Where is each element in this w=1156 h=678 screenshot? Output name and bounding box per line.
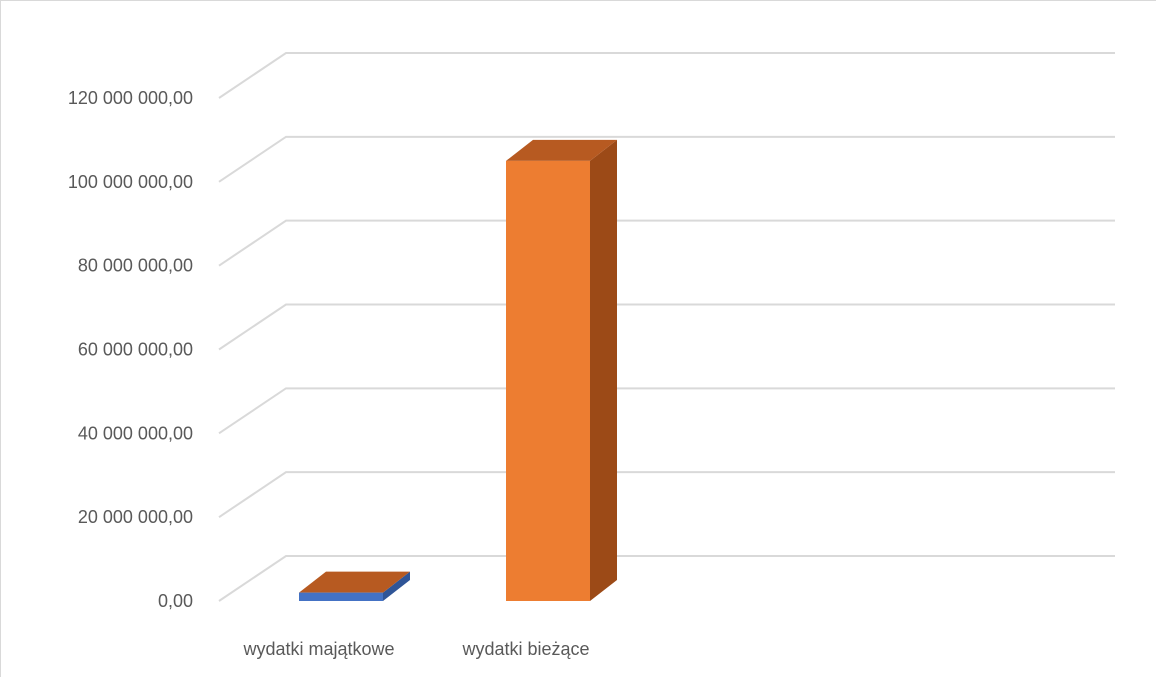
bar-0 (299, 571, 410, 601)
gridline-4 (218, 219, 1115, 267)
bar-top (299, 571, 410, 593)
y-tick-label: 120 000 000,00 (68, 88, 193, 108)
gridline-6 (218, 52, 1115, 99)
y-tick-label: 20 000 000,00 (78, 507, 193, 527)
y-tick-label: 60 000 000,00 (78, 340, 193, 360)
y-axis-ticks: 0,00 20 000 000,00 40 000 000,00 60 000 000… (68, 88, 193, 611)
bar-1 (506, 139, 617, 601)
x-category-label: wydatki majątkowe (242, 639, 394, 659)
gridlines (218, 52, 1115, 602)
y-tick-label: 40 000 000,00 (78, 423, 193, 443)
x-axis-categories: wydatki majątkowe wydatki bieżące (242, 639, 589, 659)
gridline-3 (218, 303, 1115, 351)
y-tick-label: 100 000 000,00 (68, 172, 193, 192)
bar-side (383, 571, 410, 601)
gridline-0 (218, 555, 1115, 602)
bar-front (299, 592, 383, 601)
gridline-1 (218, 471, 1115, 518)
y-tick-label: 0,00 (158, 591, 193, 611)
gridline-5 (218, 135, 1115, 183)
bar-side (590, 139, 617, 601)
bar-top (506, 139, 617, 161)
y-tick-label: 80 000 000,00 (78, 256, 193, 276)
bar-front (506, 160, 590, 601)
gridline-2 (218, 387, 1115, 435)
x-category-label: wydatki bieżące (461, 639, 589, 659)
bars (299, 139, 617, 601)
